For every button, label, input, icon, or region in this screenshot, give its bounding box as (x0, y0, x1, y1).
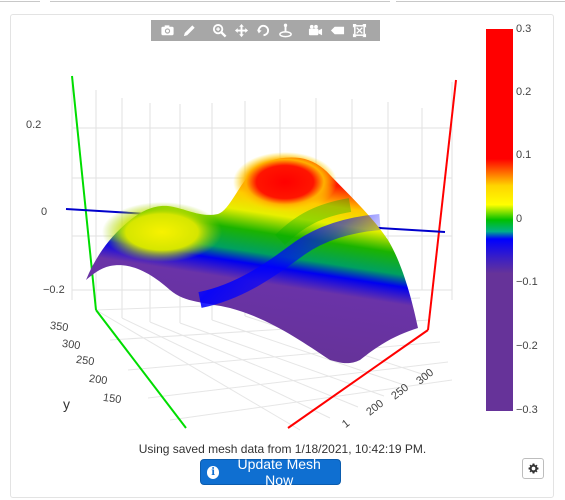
zoom-icon[interactable] (209, 22, 229, 40)
top-border (0, 0, 565, 4)
pencil-icon[interactable] (179, 22, 199, 40)
video-camera-icon[interactable] (305, 22, 325, 40)
info-icon: i (207, 465, 220, 479)
reset-axes-icon[interactable] (349, 22, 369, 40)
camera-icon[interactable] (157, 22, 177, 40)
mesh-surface (86, 152, 418, 364)
plot-modebar (151, 20, 380, 41)
y-tick: 200 (88, 372, 109, 388)
colorbar-tick: −0.1 (516, 276, 538, 288)
settings-button[interactable] (522, 458, 544, 479)
y-tick: 300 (61, 337, 82, 353)
colorbar-tick: 0 (516, 213, 523, 225)
colorbar-tick: 0.1 (516, 149, 532, 161)
colorbar-tick: −0.3 (516, 404, 538, 416)
y-tick: 150 (102, 391, 123, 407)
mesh-status-text: Using saved mesh data from 1/18/2021, 10… (138, 442, 427, 456)
mesh-3d-plot[interactable] (0, 0, 565, 440)
y-axis-green (95, 309, 187, 429)
z-axis-red (427, 79, 457, 331)
orbit-icon[interactable] (253, 22, 273, 40)
gear-icon (528, 463, 538, 474)
colorbar-tick: −0.2 (516, 340, 538, 352)
update-mesh-button[interactable]: i Update Mesh Now (200, 456, 341, 488)
colorbar-tick: 0.3 (516, 23, 532, 35)
y-axis-label: y (63, 396, 70, 412)
z-axis-green (71, 75, 97, 311)
update-mesh-label: Update Mesh Now (237, 456, 321, 488)
turntable-icon[interactable] (275, 22, 295, 40)
x-axis-red (287, 329, 429, 429)
z-tick: 0 (41, 206, 48, 218)
pan-icon[interactable] (231, 22, 251, 40)
colorbar-tick: 0.2 (516, 86, 532, 98)
colorbar (486, 29, 513, 411)
y-tick: 250 (75, 353, 96, 369)
z-tick: −0.2 (43, 284, 65, 296)
y-tick: 350 (49, 319, 70, 335)
tag-icon[interactable] (327, 22, 347, 40)
z-tick: 0.2 (26, 119, 42, 131)
